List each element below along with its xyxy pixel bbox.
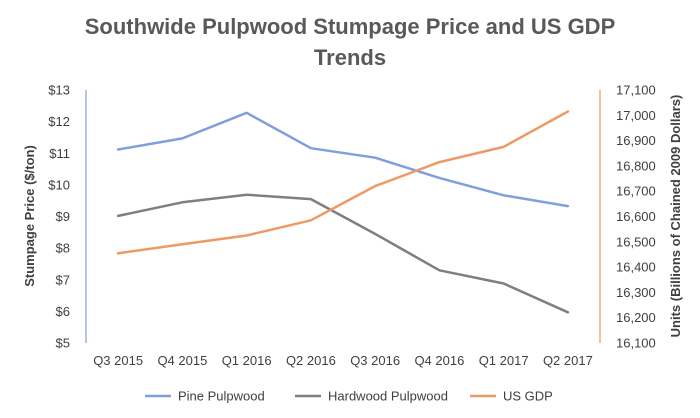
x-tick-label: Q3 2016: [350, 353, 400, 368]
legend-label-pine-pulpwood: Pine Pulpwood: [178, 389, 265, 404]
x-tick-label: Q1 2017: [479, 353, 529, 368]
x-tick-label: Q3 2015: [93, 353, 143, 368]
left-tick-label: $12: [48, 114, 70, 129]
right-tick-label: 17,000: [616, 108, 656, 123]
x-tick-label: Q2 2017: [543, 353, 593, 368]
legend-label-us-gdp: US GDP: [503, 389, 553, 404]
right-axis-label: Units (Billions of Chained 2009 Dollars): [668, 95, 683, 338]
series-line-pine-pulpwood: [116, 111, 570, 208]
x-tick-label: Q4 2015: [157, 353, 207, 368]
left-tick-label: $5: [56, 336, 70, 351]
legend-label-hardwood-pulpwood: Hardwood Pulpwood: [328, 389, 448, 404]
left-axis-label: Stumpage Price ($/ton): [22, 145, 37, 287]
left-tick-label: $7: [56, 272, 70, 287]
x-tick-label: Q4 2016: [414, 353, 464, 368]
chart-title-line-2: Trends: [314, 45, 386, 70]
left-tick-label: $13: [48, 83, 70, 98]
left-tick-label: $9: [56, 209, 70, 224]
x-tick-label: Q2 2016: [286, 353, 336, 368]
series-line-hardwood-pulpwood: [116, 193, 570, 314]
chart-title-line-1: Southwide Pulpwood Stumpage Price and US…: [85, 14, 616, 39]
left-tick-label: $11: [49, 146, 70, 161]
right-tick-label: 16,900: [616, 133, 656, 148]
right-tick-label: 16,400: [616, 260, 656, 275]
right-tick-label: 17,100: [616, 83, 656, 98]
x-tick-label: Q1 2016: [222, 353, 272, 368]
right-tick-label: 16,500: [616, 234, 656, 249]
right-tick-label: 16,600: [616, 209, 656, 224]
left-tick-label: $8: [56, 241, 70, 256]
left-tick-label: $10: [48, 177, 70, 192]
right-tick-label: 16,800: [616, 158, 656, 173]
right-tick-label: 16,700: [616, 184, 656, 199]
right-tick-label: 16,300: [616, 285, 656, 300]
right-tick-label: 16,100: [616, 336, 656, 351]
right-tick-label: 16,200: [616, 310, 656, 325]
left-tick-label: $6: [56, 304, 70, 319]
series-line-us-gdp: [116, 110, 570, 255]
